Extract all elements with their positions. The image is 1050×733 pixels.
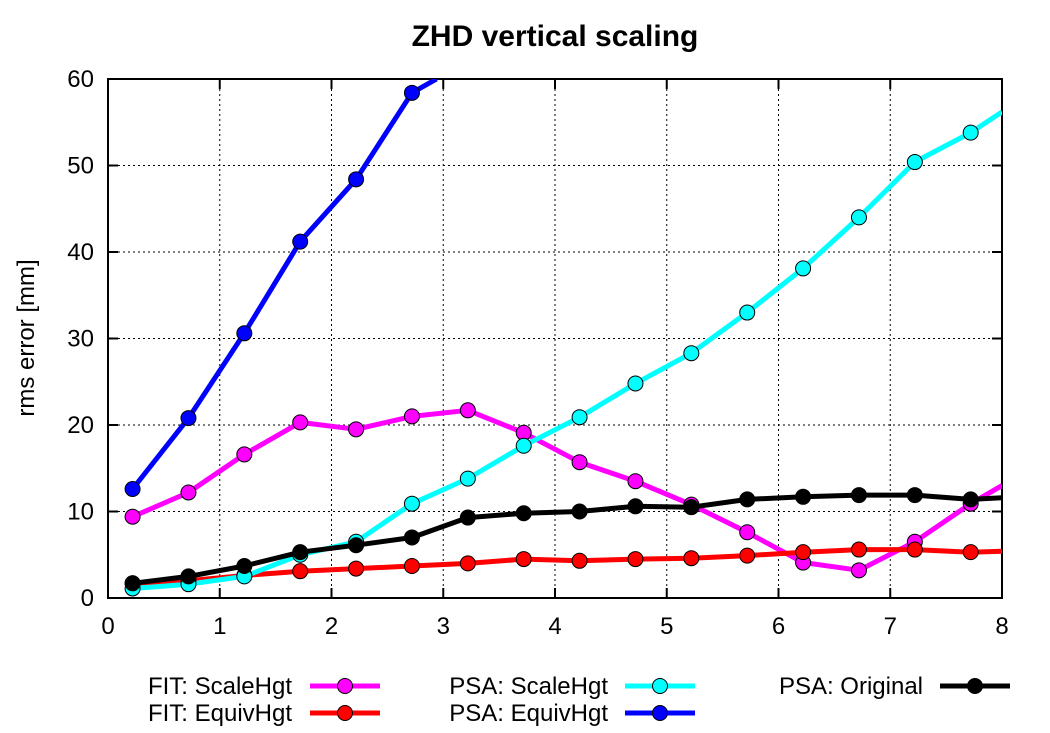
data-point xyxy=(180,484,197,501)
y-tick-label: 40 xyxy=(67,239,94,266)
data-point xyxy=(236,446,253,463)
data-point xyxy=(459,555,476,572)
data-point xyxy=(739,524,756,541)
x-tick-label: 3 xyxy=(437,613,450,640)
series-line xyxy=(132,109,1002,591)
data-point xyxy=(795,260,812,277)
y-tick-label: 50 xyxy=(67,153,94,180)
data-point xyxy=(571,552,588,569)
y-tick-label: 0 xyxy=(81,585,94,612)
data-point xyxy=(236,325,253,342)
data-point xyxy=(515,437,532,454)
data-point xyxy=(906,154,923,171)
data-point xyxy=(515,551,532,568)
data-point xyxy=(739,547,756,564)
x-tick-label: 7 xyxy=(884,613,897,640)
data-point xyxy=(124,508,141,525)
x-tick-label: 8 xyxy=(995,613,1008,640)
data-point xyxy=(850,487,867,504)
data-point xyxy=(850,209,867,226)
chart-title: ZHD vertical scaling xyxy=(412,20,699,53)
data-point xyxy=(292,414,309,431)
legend-item: FIT: ScaleHgt xyxy=(148,673,380,700)
data-point xyxy=(906,541,923,558)
data-point xyxy=(739,491,756,508)
series-line xyxy=(130,79,438,491)
data-point xyxy=(571,454,588,471)
data-point xyxy=(403,557,420,574)
axis-ticks: 0 1 2 3 4 5 6 7 8 0 10 20 30 40 50 60 xyxy=(67,66,1008,640)
legend-swatch-marker xyxy=(652,678,668,694)
x-tick-label: 1 xyxy=(213,613,226,640)
data-point xyxy=(236,557,253,574)
data-point xyxy=(292,563,309,580)
series-layer xyxy=(130,79,1002,591)
legend-label: PSA: EquivHgt xyxy=(449,700,608,727)
legend-item: PSA: EquivHgt xyxy=(449,700,695,727)
legend-label: FIT: ScaleHgt xyxy=(148,673,292,700)
y-tick-label: 20 xyxy=(67,412,94,439)
data-point xyxy=(459,509,476,526)
x-tick-label: 5 xyxy=(660,613,673,640)
data-point xyxy=(962,544,979,561)
marker-layer xyxy=(124,84,979,597)
x-tick-label: 0 xyxy=(101,613,114,640)
legend-swatch-marker xyxy=(967,678,983,694)
legend-swatch-marker xyxy=(337,678,353,694)
legend-item: FIT: EquivHgt xyxy=(148,700,380,727)
legend-label: PSA: ScaleHgt xyxy=(449,673,608,700)
legend-item: PSA: Original xyxy=(779,673,1010,700)
data-point xyxy=(403,529,420,546)
data-point xyxy=(124,575,141,592)
data-point xyxy=(850,541,867,558)
data-point xyxy=(962,124,979,141)
legend-label: FIT: EquivHgt xyxy=(148,700,292,727)
data-point xyxy=(180,568,197,585)
data-point xyxy=(180,410,197,427)
legend-label: PSA: Original xyxy=(779,673,923,700)
x-tick-label: 2 xyxy=(325,613,338,640)
data-point xyxy=(348,421,365,438)
data-point xyxy=(348,171,365,188)
data-point xyxy=(292,544,309,561)
data-point xyxy=(906,487,923,504)
data-point xyxy=(739,304,756,321)
data-point xyxy=(627,498,644,515)
data-point xyxy=(459,470,476,487)
data-point xyxy=(403,408,420,425)
legend-swatch-marker xyxy=(652,705,668,721)
x-tick-label: 6 xyxy=(772,613,785,640)
data-point xyxy=(683,499,700,516)
data-point xyxy=(515,505,532,522)
data-point xyxy=(403,495,420,512)
data-point xyxy=(571,409,588,426)
data-point xyxy=(627,551,644,568)
data-point xyxy=(795,488,812,505)
data-point xyxy=(627,375,644,392)
data-point xyxy=(683,345,700,362)
data-point xyxy=(124,481,141,498)
data-point xyxy=(795,544,812,561)
data-point xyxy=(850,562,867,579)
series-line xyxy=(131,407,1002,573)
data-point xyxy=(403,84,420,101)
data-point xyxy=(348,537,365,554)
data-point xyxy=(627,473,644,490)
data-point xyxy=(571,503,588,520)
y-axis-label: rms error [mm] xyxy=(13,259,40,416)
data-point xyxy=(962,491,979,508)
data-point xyxy=(348,560,365,577)
legend-swatch-marker xyxy=(337,705,353,721)
data-point xyxy=(292,233,309,250)
x-tick-label: 4 xyxy=(548,613,561,640)
data-point xyxy=(683,550,700,567)
data-point xyxy=(459,402,476,419)
legend-item: PSA: ScaleHgt xyxy=(449,673,695,700)
y-tick-label: 30 xyxy=(67,326,94,353)
y-tick-label: 10 xyxy=(67,499,94,526)
y-tick-label: 60 xyxy=(67,66,94,93)
